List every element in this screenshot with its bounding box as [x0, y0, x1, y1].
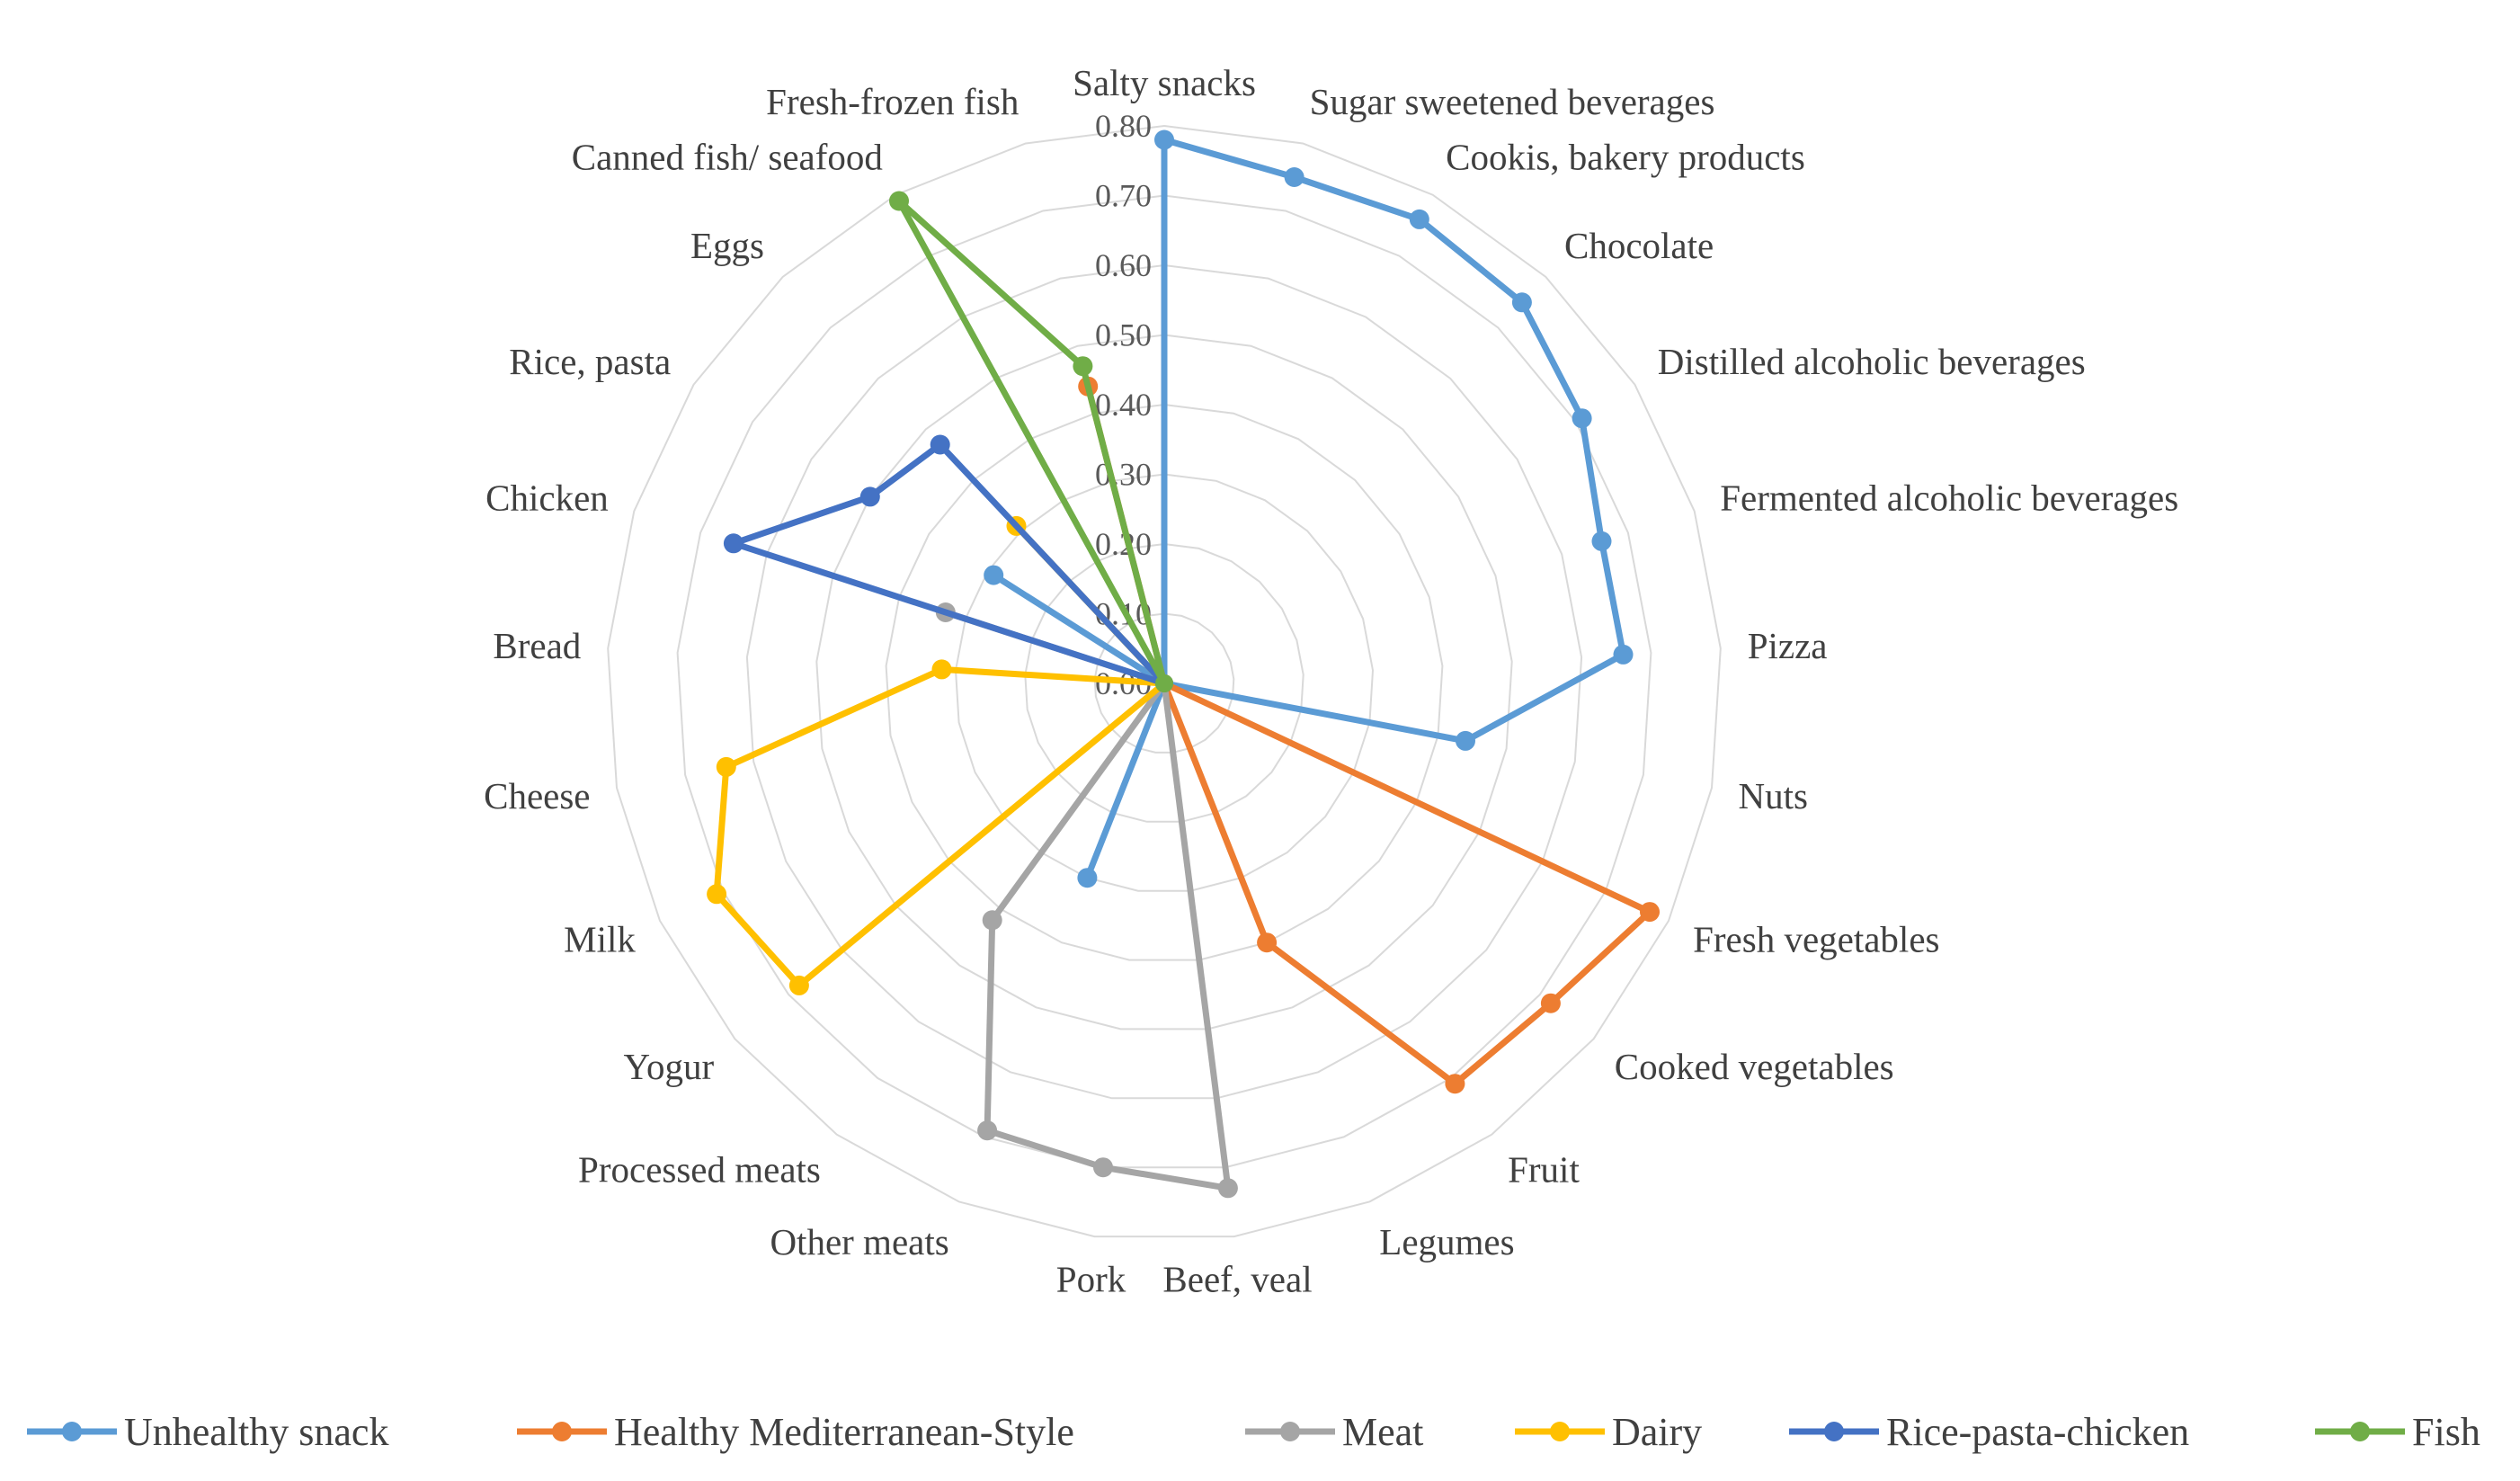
category-label-rice-pasta: Rice, pasta	[509, 341, 671, 382]
data-point-healthy-mediterranean-style-legumes	[1257, 932, 1278, 953]
legend-label-unhealthy-snack: Unhealthy snack	[124, 1410, 388, 1454]
category-label-legumes: Legumes	[1379, 1221, 1514, 1262]
series-line-fish	[895, 198, 1168, 687]
data-point-dairy-milk	[707, 884, 727, 905]
category-label-fresh-frozen-fish: Fresh-frozen fish	[766, 81, 1019, 122]
tick-label: 0.80	[1095, 108, 1152, 144]
data-point-dairy-yogur	[788, 975, 809, 995]
category-label-nuts: Nuts	[1739, 775, 1808, 816]
data-point-unhealthy-snack-cookis-bakery-products	[1409, 209, 1429, 229]
category-label-bread: Bread	[493, 625, 581, 666]
category-label-chicken: Chicken	[485, 477, 609, 519]
data-point-unhealthy-snack-salty-snacks	[1154, 129, 1174, 150]
legend-marker-dairy	[1550, 1422, 1570, 1441]
data-point-meat-pork	[1093, 1157, 1113, 1178]
data-point-unhealthy-snack-pizza	[1613, 644, 1634, 665]
data-point-rice-pasta-chicken-rice-pasta	[859, 486, 880, 507]
grid-ring-6	[745, 263, 1583, 1100]
category-label-distilled-alcoholic-beverages: Distilled alcoholic beverages	[1658, 341, 2086, 382]
data-point-unhealthy-snack-nuts	[1456, 730, 1475, 751]
grid-ring-4	[885, 403, 1444, 961]
data-point-fish-canned-fish-seafood	[889, 191, 909, 211]
category-label-beef-veal: Beef, veal	[1162, 1259, 1312, 1300]
legend-label-fish: Fish	[2412, 1410, 2480, 1454]
data-point-healthy-mediterranean-style-cooked-vegetables	[1540, 993, 1561, 1013]
tick-label: 0.30	[1095, 457, 1152, 493]
legend-item-dairy: Dairy	[1515, 1410, 1702, 1454]
tick-label: 0.40	[1095, 387, 1152, 423]
legend: Unhealthy snack Healthy Mediterranean-Sty…	[27, 1410, 2480, 1454]
category-label-cooked-vegetables: Cooked vegetables	[1615, 1046, 1894, 1087]
series-fish	[889, 191, 1173, 692]
data-point-dairy-bread	[931, 659, 952, 680]
category-label-pork: Pork	[1056, 1259, 1126, 1300]
data-point-meat-beef-veal	[1217, 1178, 1238, 1199]
data-point-origin-fish	[1155, 674, 1173, 692]
legend-item-rice-pasta-chicken: Rice-pasta-chicken	[1789, 1410, 2189, 1454]
legend-item-meat: Meat	[1245, 1410, 1423, 1454]
series-line-unhealthy-snack	[990, 137, 1626, 881]
category-label-milk: Milk	[564, 918, 636, 959]
tick-label: 0.60	[1095, 247, 1152, 283]
legend-item-fish: Fish	[2315, 1410, 2480, 1454]
category-label-processed-meats: Processed meats	[578, 1148, 821, 1190]
data-point-meat-processed-meats	[982, 910, 1002, 931]
category-label-chocolate: Chocolate	[1564, 225, 1714, 266]
legend-marker-unhealthy-snack	[62, 1422, 82, 1441]
data-point-unhealthy-snack-sugar-sweetened-beverages	[1284, 167, 1305, 187]
tick-label: 0.70	[1095, 178, 1152, 214]
data-point-rice-pasta-chicken-chicken	[723, 533, 744, 554]
data-point-healthy-mediterranean-style-fresh-vegetables	[1640, 902, 1660, 923]
category-label-pizza: Pizza	[1748, 625, 1828, 666]
data-point-unhealthy-snack-fermented-alcoholic-beverages	[1591, 531, 1612, 551]
data-point-unhealthy-snack-distilled-alcoholic-beverages	[1572, 408, 1592, 429]
legend-label-meat: Meat	[1342, 1410, 1423, 1454]
legend-item-unhealthy-snack: Unhealthy snack	[27, 1410, 388, 1454]
data-point-dairy-cheese	[716, 756, 736, 777]
category-label-fresh-vegetables: Fresh vegetables	[1693, 918, 1939, 959]
grid-ring-8	[607, 124, 1722, 1238]
legend-label-dairy: Dairy	[1612, 1410, 1702, 1454]
data-point-unhealthy-snack-rice-pasta	[984, 565, 1004, 585]
series-line-meat	[942, 609, 1232, 1191]
category-label-yogur: Yogur	[624, 1046, 715, 1087]
category-label-cookis-bakery-products: Cookis, bakery products	[1446, 137, 1805, 178]
series-unhealthy-snack	[984, 129, 1634, 888]
data-series	[707, 129, 1660, 1199]
legend-item-healthy-mediterranean-style: Healthy Mediterranean-Style	[517, 1410, 1074, 1454]
category-label-canned-fish-seafood: Canned fish/ seafood	[572, 137, 883, 178]
legend-marker-fish	[2350, 1422, 2370, 1441]
category-label-eggs: Eggs	[690, 225, 764, 266]
legend-marker-meat	[1280, 1422, 1300, 1441]
legend-marker-rice-pasta-chicken	[1824, 1422, 1844, 1441]
data-point-rice-pasta-chicken-eggs	[930, 434, 950, 455]
legend-marker-healthy-mediterranean-style	[552, 1422, 572, 1441]
data-point-fish-fresh-frozen-fish	[1073, 356, 1093, 377]
category-label-sugar-sweetened-beverages: Sugar sweetened beverages	[1310, 81, 1715, 122]
data-point-meat-other-meats	[977, 1120, 998, 1141]
category-labels: Salty snacks Sugar sweetened beverages Coo…	[484, 62, 2178, 1300]
data-point-healthy-mediterranean-style-fruit	[1445, 1074, 1465, 1094]
legend-label-rice-pasta-chicken: Rice-pasta-chicken	[1886, 1410, 2189, 1454]
category-label-fruit: Fruit	[1508, 1148, 1580, 1190]
grid-ring-3	[954, 473, 1375, 892]
tick-label: 0.50	[1095, 317, 1152, 353]
data-point-unhealthy-snack-other-meats	[1077, 868, 1098, 888]
category-label-salty-snacks: Salty snacks	[1073, 62, 1256, 103]
category-label-other-meats: Other meats	[770, 1221, 948, 1262]
grid-ring-2	[1024, 542, 1305, 823]
category-label-cheese: Cheese	[484, 775, 590, 816]
category-label-fermented-alcoholic-beverages: Fermented alcoholic beverages	[1720, 477, 2178, 519]
grid-ring-5	[815, 334, 1513, 1030]
series-dairy	[707, 515, 1173, 995]
legend-label-healthy-mediterranean-style: Healthy Mediterranean-Style	[614, 1410, 1074, 1454]
data-point-unhealthy-snack-chocolate	[1511, 292, 1532, 313]
